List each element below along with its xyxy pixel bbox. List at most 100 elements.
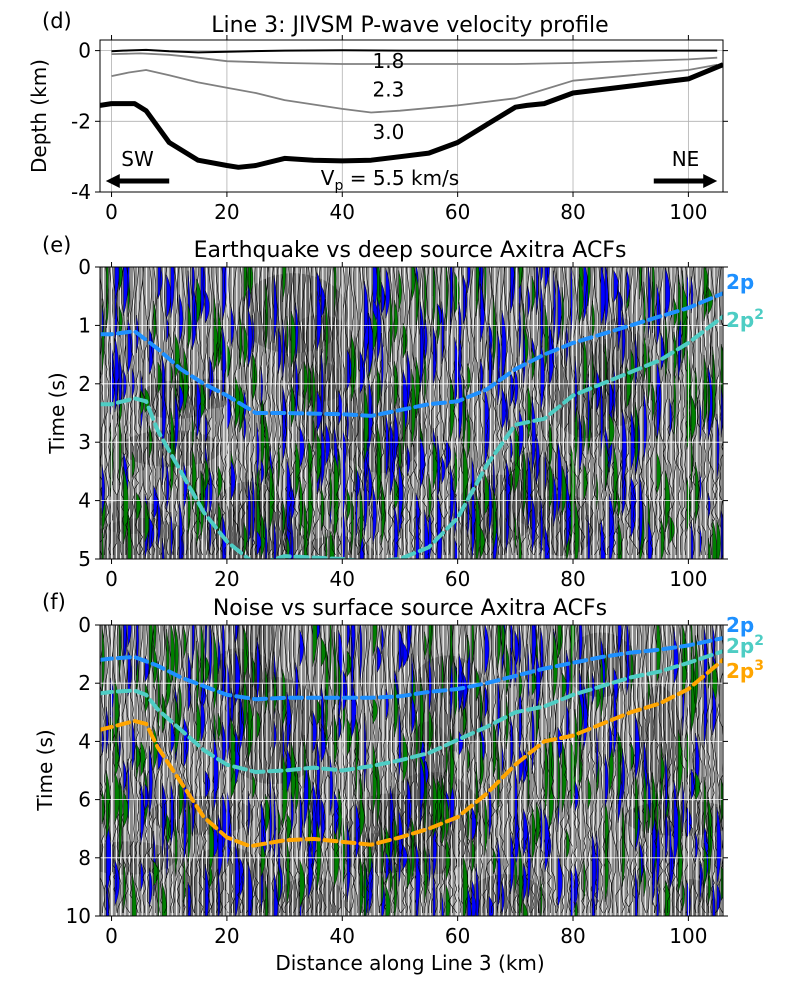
positive-lobe-green	[248, 697, 254, 760]
positive-lobe-green	[338, 448, 341, 483]
positive-lobe-green	[411, 369, 416, 448]
positive-lobe-blue	[574, 780, 579, 812]
positive-lobe-blue	[385, 413, 390, 479]
x-tick-label: 100	[669, 924, 707, 948]
seismic-trace	[576, 267, 582, 556]
positive-lobe-blue	[536, 433, 540, 485]
positive-lobe-blue	[527, 452, 532, 530]
positive-lobe-blue	[222, 722, 226, 770]
positive-lobe-green	[299, 859, 305, 908]
positive-lobe-green	[523, 446, 527, 517]
y-tick-label: 0	[78, 255, 91, 279]
positive-lobe-blue	[428, 849, 431, 886]
positive-lobe-blue	[295, 302, 299, 361]
positive-lobe-green	[119, 778, 123, 834]
positive-lobe-blue	[617, 286, 622, 352]
seismic-trace	[654, 267, 660, 556]
positive-lobe-green	[536, 802, 541, 846]
halfspace-label-sub: p	[334, 178, 343, 194]
positive-lobe-blue	[647, 521, 653, 559]
seismic-trace	[516, 267, 522, 556]
positive-lobe-blue	[308, 841, 314, 899]
positive-lobe-green	[561, 739, 567, 813]
series-label-main: 2p	[726, 270, 754, 294]
positive-lobe-green	[243, 671, 248, 736]
positive-lobe-blue	[364, 470, 368, 536]
positive-lobe-blue	[273, 721, 277, 751]
positive-lobe-blue	[127, 758, 130, 825]
positive-lobe-blue	[248, 308, 253, 368]
x-tick-label: 20	[214, 567, 239, 591]
positive-lobe-green	[690, 432, 693, 488]
seismic-trace	[133, 625, 139, 914]
positive-lobe-green	[119, 413, 122, 486]
positive-lobe-blue	[407, 445, 411, 477]
positive-lobe-green	[106, 267, 109, 308]
positive-lobe-blue	[205, 290, 210, 324]
positive-lobe-blue	[540, 267, 543, 284]
layer-velocity-label: 2.3	[373, 77, 405, 101]
positive-lobe-green	[278, 809, 281, 837]
positive-lobe-blue	[656, 879, 659, 916]
positive-lobe-green	[518, 527, 522, 559]
y-tick-label: 2	[78, 671, 91, 695]
x-tick-label: 0	[105, 567, 118, 591]
seismic-trace	[379, 267, 385, 556]
positive-lobe-blue	[192, 267, 195, 301]
positive-lobe-blue	[411, 695, 416, 735]
series-label: 2p	[726, 613, 754, 637]
positive-lobe-blue	[398, 463, 404, 525]
positive-lobe-green	[394, 678, 399, 738]
positive-lobe-blue	[239, 857, 244, 887]
positive-lobe-blue	[510, 436, 513, 462]
seismic-trace	[275, 625, 281, 914]
positive-lobe-green	[501, 625, 506, 659]
seismic-trace	[181, 625, 187, 914]
seismic-trace	[327, 625, 333, 914]
positive-lobe-blue	[497, 331, 501, 380]
seismic-trace	[469, 625, 475, 914]
positive-lobe-green	[394, 361, 399, 409]
positive-lobe-blue	[131, 368, 135, 399]
seismic-trace	[525, 267, 531, 556]
positive-lobe-green	[678, 274, 681, 338]
positive-lobe-green	[334, 714, 338, 766]
panel-velocity-profile: (d) Line 3: JIVSM P-wave velocity profil…	[27, 9, 728, 224]
direction-label: NE	[672, 147, 700, 171]
seismic-trace	[391, 625, 397, 914]
positive-lobe-blue	[690, 520, 694, 559]
positive-lobe-green	[200, 382, 206, 418]
positive-lobe-green	[149, 625, 154, 675]
positive-lobe-blue	[514, 367, 519, 409]
positive-lobe-blue	[312, 710, 317, 753]
x-tick-label: 60	[445, 200, 470, 224]
seismic-trace	[245, 625, 251, 914]
series-label-main: 2p	[726, 659, 754, 683]
positive-lobe-green	[170, 455, 174, 494]
positive-lobe-green	[604, 838, 609, 902]
positive-lobe-green	[282, 754, 288, 828]
positive-lobe-blue	[127, 267, 130, 296]
positive-lobe-green	[119, 267, 123, 291]
positive-lobe-green	[454, 272, 460, 314]
arrow-head-left	[105, 174, 120, 188]
seismic-trace	[585, 267, 591, 555]
positive-lobe-green	[579, 273, 584, 324]
positive-lobe-blue	[432, 868, 436, 916]
plot-frame	[99, 266, 724, 560]
positive-lobe-blue	[544, 267, 550, 289]
seismic-trace	[439, 267, 445, 556]
velocity-interface-line-3	[100, 62, 723, 170]
positive-lobe-green	[656, 452, 662, 495]
positive-lobe-green	[346, 718, 352, 756]
seismic-trace	[271, 625, 277, 914]
positive-lobe-blue	[665, 267, 671, 320]
positive-lobe-green	[506, 644, 510, 695]
x-tick-label: 80	[560, 567, 585, 591]
positive-lobe-blue	[312, 796, 317, 870]
velocity-interface-line-2	[111, 63, 718, 114]
x-tick-label: 80	[560, 924, 585, 948]
positive-lobe-green	[617, 520, 620, 559]
positive-lobe-blue	[467, 886, 472, 916]
